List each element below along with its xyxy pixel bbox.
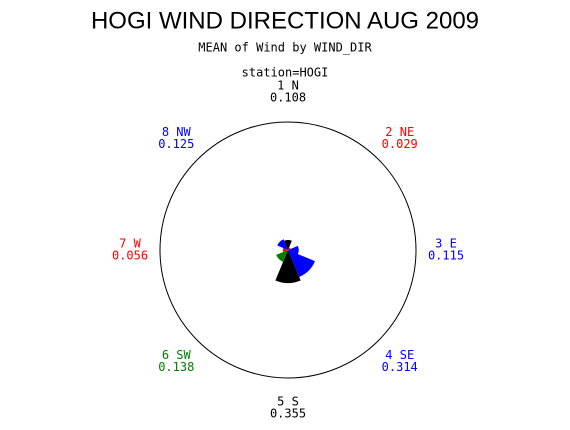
direction-label: 5 S (277, 395, 299, 409)
station-label: station=HOGI (242, 66, 329, 80)
sector (288, 247, 291, 250)
chart-subtitle: MEAN of Wind by WIND_DIR (198, 41, 372, 55)
direction-label: 8 NW (162, 125, 192, 139)
sector (282, 248, 288, 252)
sector (277, 239, 288, 250)
direction-label: 1 N (277, 79, 299, 93)
value-label: 0.056 (112, 249, 148, 263)
direction-label: 4 SE (385, 348, 414, 362)
outer-circle (159, 121, 417, 379)
value-label: 0.108 (270, 91, 306, 105)
value-label: 0.115 (428, 249, 464, 263)
value-label: 0.314 (382, 360, 418, 374)
value-label: 0.029 (382, 137, 418, 151)
value-label: 0.125 (158, 137, 194, 151)
direction-label: 2 NE (385, 125, 414, 139)
value-label: 0.138 (158, 360, 194, 374)
sector (288, 245, 299, 255)
sector (284, 239, 292, 250)
direction-label: 6 SW (162, 348, 192, 362)
sector (275, 250, 301, 284)
direction-label: 3 E (435, 237, 457, 251)
direction-label: 7 W (119, 237, 141, 251)
chart-title: HOGI WIND DIRECTION AUG 2009 (91, 7, 479, 34)
sector (276, 250, 288, 262)
value-label: 0.355 (270, 407, 306, 421)
sector (288, 250, 315, 277)
